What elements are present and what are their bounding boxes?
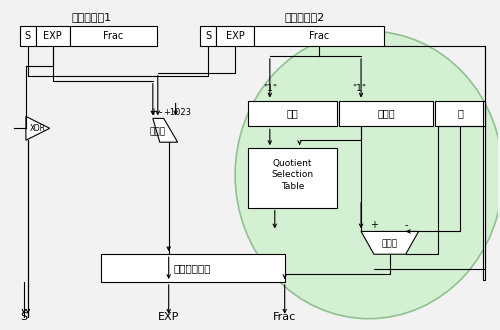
Bar [436,101,485,126]
Text: Frac: Frac [273,312,296,322]
Text: 被除数: 被除数 [377,109,394,118]
Text: -: - [405,220,408,230]
Text: 除数: 除数 [287,109,298,118]
Bar [248,148,338,208]
Polygon shape [153,118,178,142]
Text: S: S [25,31,31,41]
Text: -: - [159,108,162,117]
Polygon shape [26,116,50,140]
Text: XOR: XOR [30,124,46,133]
Text: +: + [149,108,157,117]
Text: S: S [20,312,28,322]
Text: アダー: アダー [382,240,398,249]
Text: +: + [370,220,378,230]
Text: オペランド2: オペランド2 [284,12,325,22]
Text: "1": "1" [263,84,277,93]
Bar [102,254,284,282]
Bar [483,101,485,280]
Text: Frac: Frac [103,31,124,41]
Text: 商: 商 [458,109,463,118]
Text: S: S [206,31,212,41]
Text: +1023: +1023 [164,108,192,117]
Text: EXP: EXP [226,31,244,41]
Text: 丸めロジック: 丸めロジック [174,263,211,273]
Text: アダー: アダー [150,128,166,137]
Ellipse shape [235,31,500,319]
Text: Selection: Selection [272,170,314,180]
Bar [70,26,157,46]
Text: "1": "1" [352,84,366,93]
Bar [248,101,338,126]
Bar [254,26,384,46]
Bar [20,26,36,46]
Bar [339,101,434,126]
Text: Frac: Frac [310,31,330,41]
Polygon shape [361,231,418,254]
Text: Quotient: Quotient [273,158,312,168]
Text: オペランド1: オペランド1 [72,12,112,22]
Text: EXP: EXP [158,312,180,322]
Bar [200,26,216,46]
Bar [36,26,70,46]
Text: Table: Table [281,182,304,191]
Bar [216,26,254,46]
Text: EXP: EXP [44,31,62,41]
